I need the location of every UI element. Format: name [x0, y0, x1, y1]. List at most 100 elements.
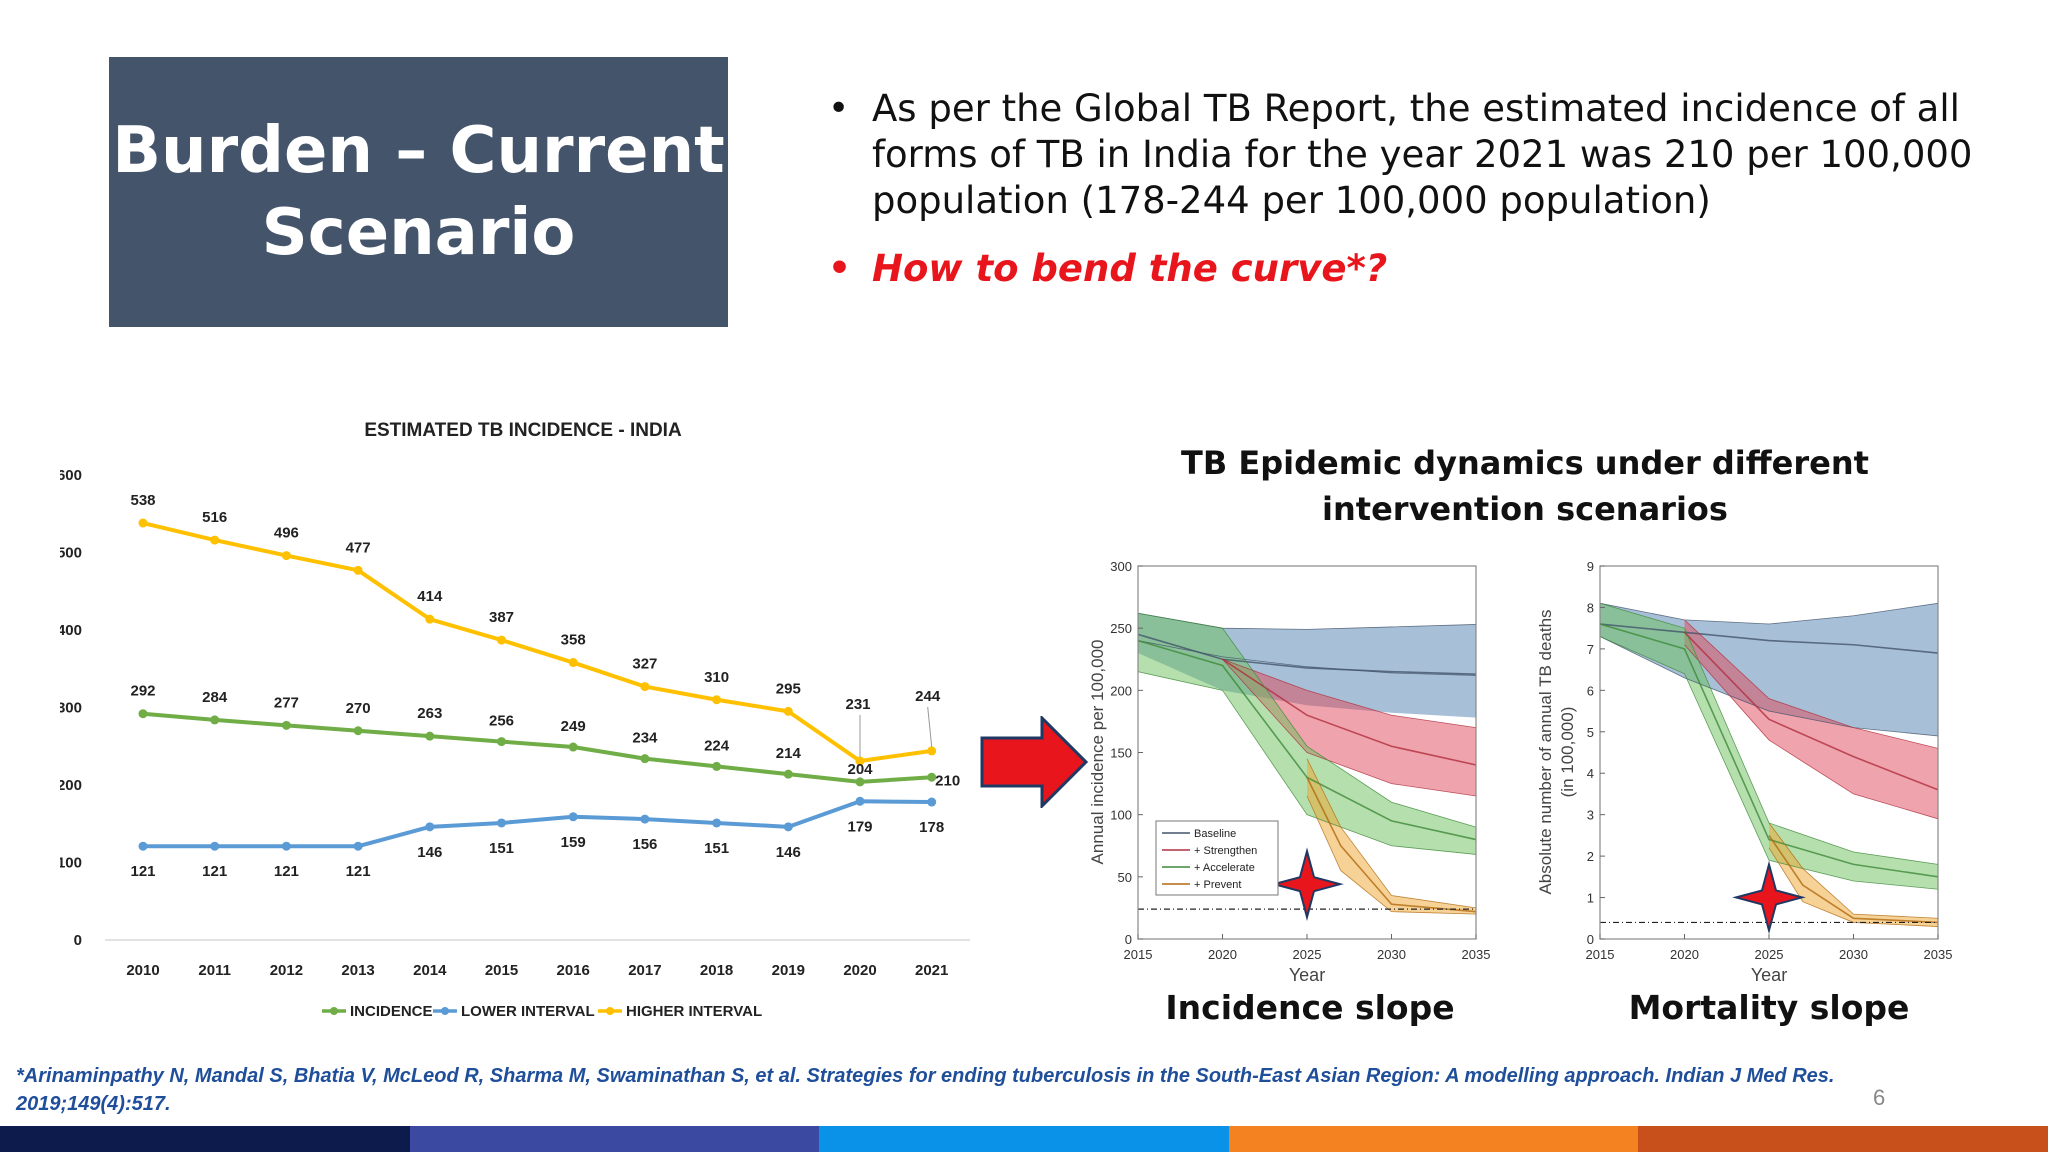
y-tick-label: 500 — [60, 545, 82, 562]
y-tick-label: 6 — [1587, 683, 1594, 698]
data-point — [497, 737, 506, 747]
y-axis-title-unit: (in 100,000) — [1558, 707, 1577, 798]
leader-line — [927, 706, 933, 747]
data-label: 121 — [130, 863, 155, 880]
data-point — [712, 695, 722, 705]
data-label: 224 — [704, 737, 730, 754]
x-tick-label: 2030 — [1377, 947, 1406, 962]
x-tick-label: 2013 — [341, 962, 374, 979]
citation: *Arinaminpathy N, Mandal S, Bhatia V, Mc… — [16, 1065, 1835, 1115]
data-point — [281, 551, 291, 561]
data-label: 387 — [489, 609, 514, 626]
data-label: 496 — [274, 525, 299, 542]
data-point — [640, 814, 650, 824]
panel: 0 50 100 150 200 250 300 2015 2020 2025 2030 2035 Ye… — [1110, 559, 1490, 985]
y-tick-label: 300 — [60, 700, 82, 717]
data-label: 477 — [346, 539, 371, 556]
x-tick-label: 2019 — [772, 962, 805, 979]
y-tick-label: 100 — [60, 855, 82, 872]
data-point — [927, 746, 937, 756]
data-point — [855, 777, 865, 787]
x-tick-label: 2025 — [1293, 947, 1322, 962]
data-label: 204 — [847, 761, 873, 778]
y-tick-label: 300 — [1110, 559, 1132, 574]
data-label: 178 — [919, 819, 944, 836]
series-line — [1684, 619, 1939, 749]
legend-label: + Prevent — [1194, 879, 1241, 891]
x-tick-label: 2015 — [485, 962, 518, 979]
uncertainty-band — [1222, 659, 1476, 797]
data-label: 231 — [845, 696, 870, 713]
x-tick-label: 2011 — [198, 962, 231, 979]
series-line — [1683, 631, 1939, 791]
footer-segment — [409, 1126, 820, 1152]
slide-title: Burden – Current Scenario — [112, 114, 725, 270]
data-point — [210, 535, 220, 545]
legend-label: HIGHER INTERVAL — [626, 1003, 762, 1020]
data-label: 121 — [346, 863, 371, 880]
x-tick-label: 2014 — [413, 962, 447, 979]
x-tick-label: 2021 — [915, 962, 948, 979]
y-tick-label: 5 — [1587, 725, 1594, 740]
series-line — [142, 521, 932, 763]
series-line — [1306, 795, 1477, 915]
target-star-icon — [1732, 860, 1806, 935]
data-label: 121 — [274, 863, 299, 880]
data-point — [568, 742, 578, 752]
data-label: 121 — [202, 863, 227, 880]
legend-item: LOWER INTERVAL — [433, 1003, 595, 1020]
x-tick-label: 2025 — [1755, 947, 1784, 962]
series-line — [1599, 636, 1939, 737]
footer-segment — [1638, 1126, 2048, 1152]
data-label: 249 — [561, 718, 586, 735]
incidence-line-chart: ESTIMATED TB INCIDENCE - INDIA 0 100 200 30… — [60, 420, 970, 1020]
data-point — [927, 797, 937, 807]
data-label: 244 — [915, 688, 941, 705]
legend-item: INCIDENCE — [322, 1003, 433, 1020]
data-label: 146 — [776, 844, 801, 861]
y-tick-label: 4 — [1587, 766, 1594, 781]
x-axis-title: Year — [1751, 965, 1787, 985]
footer-segment — [819, 1126, 1229, 1152]
series-line — [1599, 636, 1939, 890]
series-line — [1684, 644, 1939, 820]
data-point — [353, 565, 363, 575]
data-point — [783, 706, 793, 716]
data-point — [640, 754, 650, 764]
data-point — [640, 682, 650, 692]
legend-label: LOWER INTERVAL — [461, 1003, 595, 1020]
data-point — [281, 720, 291, 730]
series-line — [1137, 612, 1477, 828]
footer-color-bar — [0, 1126, 2048, 1152]
series-line — [1222, 658, 1477, 729]
series-line — [1599, 602, 1939, 625]
series-line — [143, 799, 932, 849]
y-tick-label: 7 — [1587, 642, 1594, 657]
data-point — [497, 818, 506, 828]
series-line — [1768, 847, 1939, 927]
data-label: 270 — [346, 700, 371, 717]
x-tick-label: 2020 — [843, 962, 876, 979]
data-point — [425, 822, 435, 832]
x-tick-label: 2015 — [1124, 947, 1153, 962]
data-label: 146 — [417, 844, 442, 861]
bullet-text: As per the Global TB Report, the estimat… — [872, 87, 1973, 222]
bullet-dot-icon: • — [828, 248, 852, 289]
bullet-text-question: How to bend the curve*? — [872, 247, 1388, 290]
data-point — [425, 731, 435, 741]
data-point — [927, 772, 937, 782]
data-point — [353, 726, 363, 736]
y-tick-label: 0 — [1587, 932, 1594, 947]
data-point — [783, 822, 793, 832]
x-tick-label: 2035 — [1462, 947, 1491, 962]
data-label: 310 — [704, 669, 729, 686]
data-label: 214 — [776, 745, 802, 762]
data-point — [712, 818, 722, 828]
panel: 0 1 2 3 4 5 6 7 8 9 2015 2020 2025 2030 2035 Year — [1586, 559, 1953, 985]
y-tick-label: 1 — [1587, 891, 1594, 906]
legend-item: HIGHER INTERVAL — [598, 1003, 762, 1020]
data-point — [353, 841, 363, 851]
y-tick-label: 2 — [1587, 849, 1594, 864]
data-label: 516 — [202, 509, 227, 526]
y-tick-label: 9 — [1587, 559, 1594, 574]
